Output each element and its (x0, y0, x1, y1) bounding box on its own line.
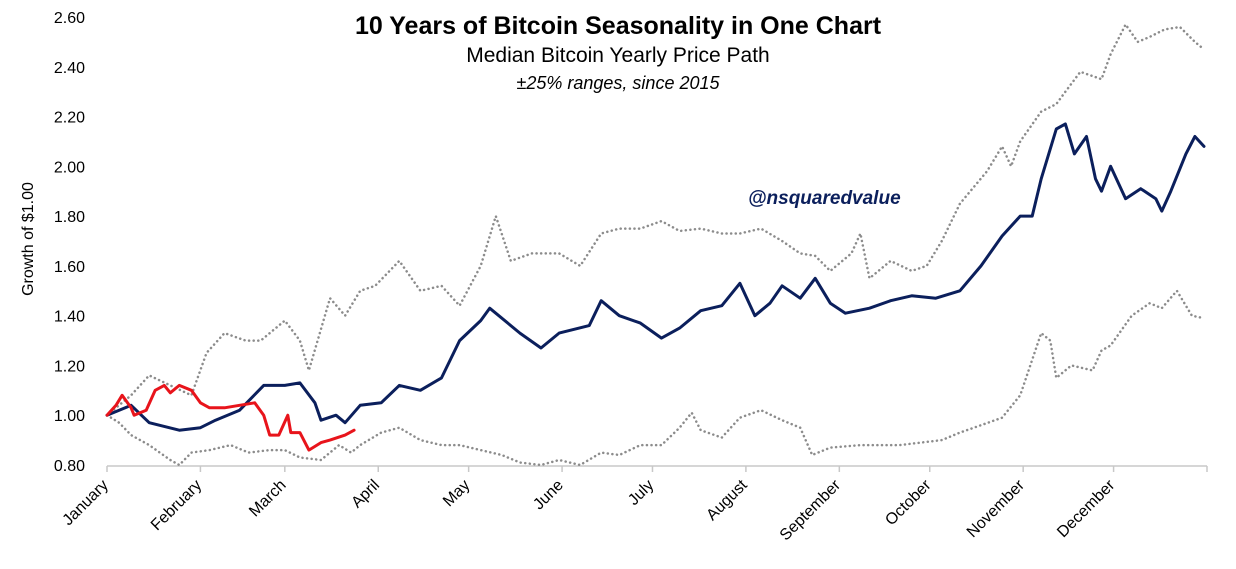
lower-range-line (105, 289, 1206, 467)
x-ticks: January February March April May June July Augu… (60, 466, 1208, 544)
x-tick-label: June (530, 477, 567, 514)
x-tick-label: March (246, 477, 289, 520)
x-tick-label: December (1054, 476, 1119, 541)
chart-title: 10 Years of Bitcoin Seasonality in One C… (354, 12, 882, 40)
y-tick-label: 1.60 (54, 259, 85, 276)
y-tick-label: 1.80 (54, 209, 85, 226)
y-tick-label: 1.40 (54, 309, 85, 326)
y-ticks: 0.80 1.00 1.20 1.40 1.60 1.80 2.00 2.20 2.40 2.60 (54, 10, 85, 475)
y-tick-label: 2.00 (54, 159, 85, 176)
current-year-line (105, 383, 356, 452)
x-tick-label: February (148, 477, 205, 534)
y-tick-label: 0.80 (54, 458, 85, 475)
x-tick-label: April (348, 477, 383, 512)
x-tick-label: May (440, 477, 473, 510)
y-tick-label: 1.20 (54, 358, 85, 375)
y-axis-label: Growth of $1.00 (20, 182, 37, 296)
chart-subtitle-range: ±25% ranges, since 2015 (516, 73, 720, 93)
watermark-annotation: @nsquaredvalue (748, 188, 901, 209)
chart-subtitle: Median Bitcoin Yearly Price Path (466, 44, 770, 67)
x-tick-label: January (60, 477, 112, 529)
y-tick-label: 2.40 (54, 60, 85, 77)
y-tick-label: 1.00 (54, 408, 85, 425)
y-tick-label: 2.20 (54, 110, 85, 127)
x-tick-label: October (882, 476, 935, 529)
x-tick-label: August (703, 476, 751, 524)
x-tick-label: September (777, 476, 845, 544)
x-tick-label: July (625, 477, 657, 509)
y-tick-label: 2.60 (54, 10, 85, 27)
upper-range-line (105, 23, 1206, 417)
series-lines (105, 23, 1206, 467)
x-tick-label: November (964, 476, 1029, 541)
median-path-line (105, 122, 1206, 432)
